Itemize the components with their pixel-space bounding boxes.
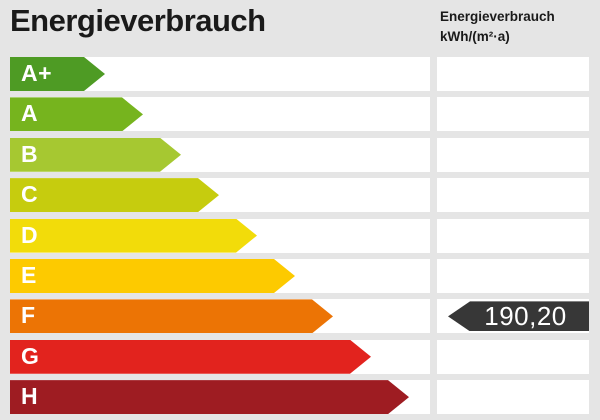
- value-cell: [437, 339, 589, 374]
- energy-class-label: D: [21, 221, 39, 248]
- page-title: Energieverbrauch: [10, 3, 266, 38]
- scale-row: C: [0, 178, 600, 213]
- value-cell: [437, 218, 589, 253]
- scale-row: G: [0, 339, 600, 374]
- energy-class-label: E: [21, 261, 37, 288]
- energy-class-arrow: G: [10, 340, 371, 374]
- scale-row: B: [0, 137, 600, 172]
- energy-class-label: A: [21, 100, 39, 127]
- scale-row: E: [0, 258, 600, 293]
- scale-row: A: [0, 97, 600, 132]
- value-badge: 190,20: [448, 300, 589, 332]
- scale-track: F: [10, 299, 430, 334]
- scale-track: H: [10, 380, 430, 415]
- energy-class-label: H: [21, 383, 39, 410]
- energy-class-arrow: H: [10, 380, 409, 414]
- scale-track: A+: [10, 57, 430, 91]
- scale-track: C: [10, 178, 430, 213]
- value-cell: [437, 380, 589, 415]
- value-cell: [437, 97, 589, 132]
- energy-class-arrow: A+: [10, 57, 105, 91]
- value-cell: [437, 178, 589, 213]
- unit-header-line2: kWh/(m²·a): [440, 28, 510, 44]
- energy-class-arrow: B: [10, 138, 181, 172]
- energy-class-label: A+: [21, 60, 53, 86]
- scale-track: A: [10, 97, 430, 132]
- unit-header-line1: Energieverbrauch: [440, 9, 555, 24]
- energy-class-arrow: A: [10, 97, 143, 131]
- value-cell: [437, 57, 589, 91]
- energy-class-label: F: [21, 302, 36, 329]
- scale-track: G: [10, 339, 430, 374]
- energy-class-arrow: E: [10, 259, 295, 293]
- energy-class-label: G: [21, 342, 40, 369]
- energy-class-label: B: [21, 140, 39, 167]
- scale-row: H: [0, 380, 600, 415]
- energy-class-arrow: F: [10, 299, 333, 333]
- energy-class-arrow: D: [10, 219, 257, 253]
- value-text: 190,20: [484, 300, 567, 331]
- scale-track: D: [10, 218, 430, 253]
- energy-scale: A+ A B C D E F 190,20 G H: [0, 57, 600, 420]
- scale-row: F 190,20: [0, 299, 600, 334]
- value-cell: [437, 137, 589, 172]
- value-cell: 190,20: [437, 299, 589, 334]
- scale-row: A+: [0, 57, 600, 91]
- value-cell: [437, 258, 589, 293]
- scale-track: E: [10, 258, 430, 293]
- energy-class-arrow: C: [10, 178, 219, 212]
- scale-track: B: [10, 137, 430, 172]
- unit-header: Energieverbrauch kWh/(m²·a): [440, 7, 555, 46]
- energy-class-label: C: [21, 181, 39, 208]
- scale-row: D: [0, 218, 600, 253]
